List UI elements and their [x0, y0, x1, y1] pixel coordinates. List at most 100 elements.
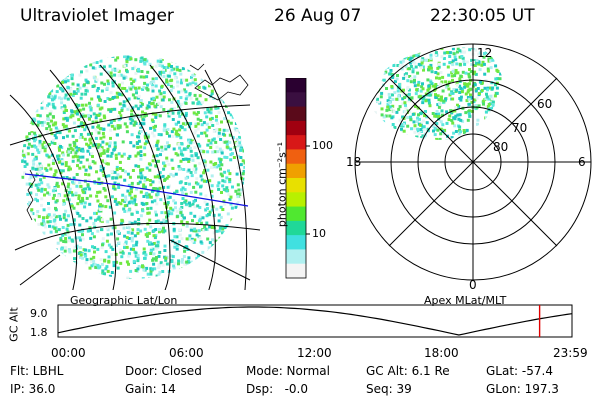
emission-speck [126, 189, 130, 193]
emission-speck [416, 143, 419, 146]
emission-speck [71, 148, 75, 152]
emission-speck [34, 85, 38, 88]
emission-speck [229, 121, 233, 125]
emission-speck [32, 106, 36, 110]
emission-speck [21, 271, 24, 275]
emission-speck [380, 56, 384, 60]
emission-speck [40, 95, 44, 99]
emission-speck [470, 142, 473, 145]
emission-speck [124, 240, 128, 244]
emission-speck [21, 175, 25, 179]
emission-speck [143, 251, 147, 254]
emission-speck [419, 47, 423, 49]
emission-speck [373, 89, 377, 93]
emission-speck [381, 134, 385, 138]
emission-speck [197, 142, 201, 146]
emission-speck [206, 150, 210, 154]
emission-speck [103, 272, 106, 276]
emission-speck [90, 97, 94, 101]
emission-speck [120, 255, 124, 259]
emission-speck [433, 84, 437, 88]
emission-speck [80, 70, 83, 74]
emission-speck [508, 63, 511, 66]
emission-speck [162, 68, 166, 72]
terminator-line [24, 173, 249, 207]
emission-speck [106, 149, 110, 153]
emission-speck [33, 276, 37, 279]
emission-speck [167, 210, 171, 214]
emission-speck [39, 90, 43, 94]
emission-speck [216, 150, 220, 154]
emission-speck [461, 88, 465, 91]
emission-speck [219, 138, 223, 141]
emission-speck [114, 197, 118, 201]
emission-speck [70, 73, 74, 77]
emission-speck [60, 281, 63, 284]
footer-ip: IP: 36.0 [10, 382, 56, 396]
emission-speck [502, 90, 503, 94]
emission-speck [402, 88, 405, 92]
emission-speck [52, 159, 55, 163]
emission-speck [220, 59, 224, 63]
emission-speck [225, 189, 229, 193]
emission-speck [37, 223, 41, 226]
emission-speck [409, 115, 413, 119]
emission-speck [178, 128, 182, 132]
emission-speck [61, 89, 65, 93]
emission-speck [23, 236, 27, 240]
emission-speck [128, 175, 132, 179]
emission-speck [50, 140, 54, 144]
emission-speck [117, 241, 121, 245]
emission-speck [217, 219, 221, 223]
emission-speck [473, 98, 477, 102]
emission-speck [157, 263, 161, 267]
emission-speck [86, 229, 90, 233]
emission-speck [22, 220, 26, 224]
emission-speck [220, 237, 224, 240]
emission-speck [190, 139, 194, 143]
emission-speck [110, 124, 114, 128]
emission-speck [143, 58, 147, 62]
emission-speck [119, 222, 123, 226]
emission-speck [81, 278, 85, 279]
emission-speck [449, 109, 453, 113]
emission-speck [399, 60, 403, 64]
emission-speck [234, 205, 238, 209]
emission-speck [116, 173, 120, 177]
emission-speck [144, 136, 147, 140]
emission-speck [421, 65, 425, 69]
emission-speck [413, 50, 417, 53]
emission-speck [83, 201, 87, 205]
emission-speck [490, 106, 494, 110]
emission-speck [29, 268, 33, 272]
emission-speck [378, 73, 382, 77]
emission-speck [107, 278, 111, 279]
emission-speck [31, 152, 35, 156]
emission-speck [422, 112, 426, 116]
emission-speck [31, 159, 35, 163]
emission-speck [113, 146, 117, 150]
emission-speck [37, 188, 41, 192]
emission-speck [146, 70, 150, 74]
emission-speck [24, 70, 27, 74]
emission-speck [91, 160, 95, 164]
emission-speck [478, 68, 482, 72]
emission-speck [146, 272, 150, 276]
emission-speck [436, 66, 440, 70]
emission-speck [21, 265, 23, 269]
emission-speck [245, 187, 248, 190]
emission-speck [66, 57, 70, 61]
emission-speck [439, 104, 443, 108]
emission-speck [235, 254, 239, 258]
emission-speck [466, 141, 469, 144]
emission-speck [495, 130, 499, 134]
emission-speck [391, 123, 395, 126]
emission-speck [500, 57, 503, 61]
emission-speck [119, 202, 123, 206]
emission-speck [154, 113, 158, 116]
emission-speck [161, 64, 164, 68]
emission-speck [185, 260, 189, 264]
emission-speck [228, 140, 232, 144]
emission-speck [194, 124, 198, 128]
emission-speck [93, 161, 97, 165]
